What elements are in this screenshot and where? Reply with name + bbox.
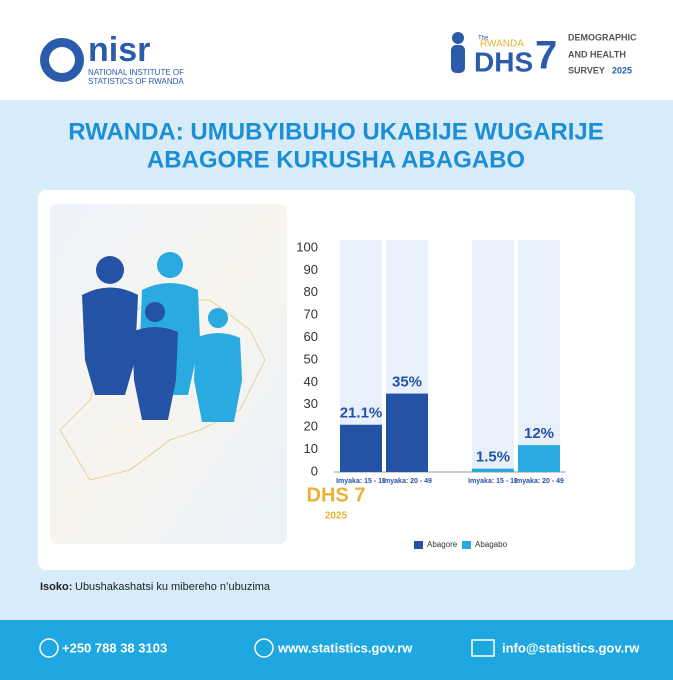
bar-track (472, 240, 514, 472)
y-tick-label: 60 (304, 329, 318, 344)
survey-text: SURVEY (568, 65, 605, 75)
phone-icon (39, 638, 59, 658)
bar (518, 445, 560, 472)
legend-swatch (462, 541, 471, 549)
bar (340, 424, 382, 472)
x-tick-label: Imyaka: 15 - 19 (336, 478, 386, 485)
footer-email[interactable]: info@statistics.gov.rw (502, 640, 640, 655)
legend-swatch (414, 541, 423, 549)
people (82, 252, 242, 422)
title: ABAGORE KURUSHA ABAGABO (147, 146, 525, 173)
dhs-number: 7 (535, 34, 557, 78)
y-tick-label: 10 (304, 441, 318, 456)
y-tick-label: 20 (304, 419, 318, 434)
x-tick-label: Imyaka: 20 - 49 (514, 478, 564, 485)
y-tick-label: 70 (304, 307, 318, 322)
legend-label: Abagabo (475, 540, 508, 549)
value-label: 21.1% (340, 405, 383, 422)
survey-text: DEMOGRAPHIC (568, 32, 637, 42)
web-icon (254, 638, 274, 658)
dhs-name: DHS (474, 46, 533, 77)
footer-website[interactable]: www.statistics.gov.rw (277, 640, 413, 655)
mail-icon (471, 639, 495, 657)
dhs-the: The (478, 36, 489, 42)
person (194, 333, 242, 422)
y-tick-label: 40 (304, 374, 318, 389)
y-tick-label: 0 (311, 463, 318, 478)
dhs-icon (451, 45, 465, 73)
value-label: 35% (392, 374, 422, 391)
person (96, 256, 124, 284)
dhs-icon (452, 32, 464, 44)
x-tick-label: Imyaka: 15 - 19 (468, 478, 518, 485)
logo-inner (49, 47, 75, 73)
logo-line: STATISTICS OF RWANDA (88, 77, 184, 86)
logo-text: nisr (88, 31, 150, 69)
bar (472, 468, 514, 472)
person (208, 308, 228, 328)
y-tick-label: 100 (296, 239, 318, 254)
legend-label: Abagore (427, 540, 458, 549)
source-text: Ubushakashatsi ku mibereho n’ubuzima (75, 581, 271, 593)
dhs-country: RWANDA (480, 39, 524, 50)
title: RWANDA: UMUBYIBUHO UKABIJE WUGARIJE (68, 118, 604, 145)
chart-subtitle: DHS 7 (307, 484, 366, 506)
footer-bg (0, 620, 673, 680)
bar-track (518, 240, 560, 472)
logo-line: NATIONAL INSTITUTE OF (88, 68, 184, 77)
x-tick-label: Imyaka: 20 - 49 (382, 478, 432, 485)
header-bg (0, 0, 673, 100)
value-label: 12% (524, 425, 554, 442)
footer-phone[interactable]: +250 788 38 3103 (62, 640, 167, 655)
y-tick-label: 90 (304, 262, 318, 277)
value-label: 1.5% (476, 449, 510, 466)
person (82, 287, 138, 395)
y-tick-label: 80 (304, 284, 318, 299)
y-tick-label: 30 (304, 396, 318, 411)
y-tick-label: 50 (304, 351, 318, 366)
chart-note: 2025 (325, 511, 348, 522)
survey-text: AND HEALTH (568, 49, 626, 59)
person (145, 302, 165, 322)
survey-year: 2025 (612, 65, 632, 75)
person (157, 252, 183, 278)
bar (386, 393, 428, 472)
source-label: Isoko: (40, 581, 72, 593)
person (132, 327, 178, 420)
